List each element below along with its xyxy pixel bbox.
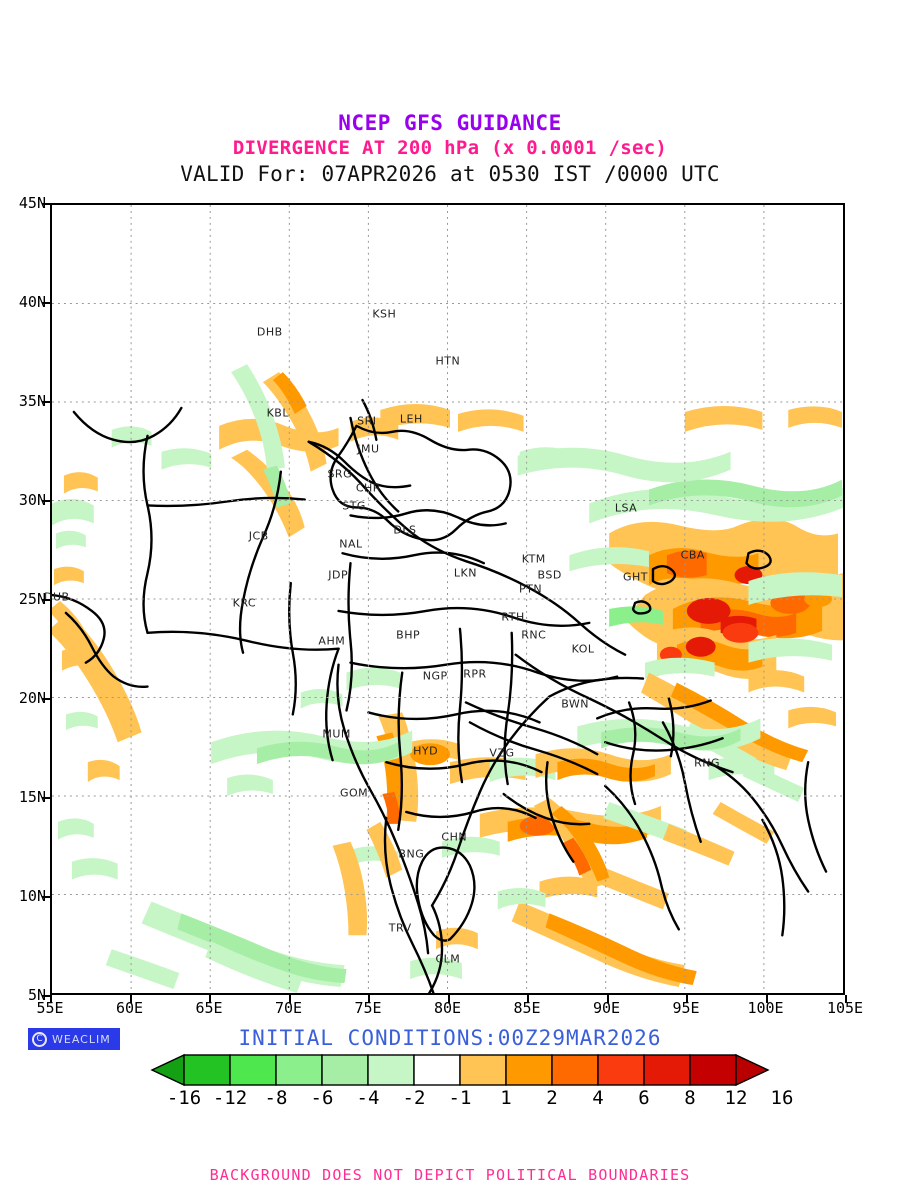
colorbar-tick-label: 16 bbox=[770, 1087, 794, 1109]
colorbar-over-arrow bbox=[735, 1053, 770, 1087]
x-tick-mark bbox=[527, 995, 529, 1003]
page-subtitle: DIVERGENCE AT 200 hPa (x 0.0001 /sec) bbox=[232, 137, 668, 159]
y-tick-label: 5N bbox=[27, 986, 46, 1004]
colorbar-tick-label: -16 bbox=[166, 1087, 202, 1109]
colorbar-segment bbox=[459, 1054, 507, 1086]
colorbar-labels: -16 -12 -8 -6 -4 -2 -1 1 2 4 6 8 12 16 bbox=[150, 1087, 794, 1113]
colorbar-segment bbox=[689, 1054, 737, 1086]
colorbar-tick-label: 1 bbox=[500, 1087, 512, 1109]
coastline-layer bbox=[52, 398, 828, 993]
y-tick-mark bbox=[42, 599, 50, 601]
x-tick-label: 75E bbox=[354, 999, 382, 1017]
logo-label: WEACLIM bbox=[52, 1032, 111, 1046]
y-tick-label: 15N bbox=[18, 788, 46, 806]
x-tick-mark bbox=[209, 995, 211, 1003]
y-tick-mark bbox=[42, 500, 50, 502]
map-canvas bbox=[52, 205, 843, 993]
x-tick-label: 55E bbox=[36, 999, 64, 1017]
y-tick-label: 25N bbox=[18, 590, 46, 608]
colorbar-tick-label: 2 bbox=[546, 1087, 558, 1109]
y-tick-mark bbox=[42, 995, 50, 997]
colorbar-tick-label: -8 bbox=[264, 1087, 288, 1109]
x-tick-label: 95E bbox=[672, 999, 700, 1017]
x-tick-label: 60E bbox=[115, 999, 144, 1017]
colorbar-swatches bbox=[150, 1053, 770, 1087]
colorbar-segment bbox=[505, 1054, 553, 1086]
colorbar-tick-label: -6 bbox=[310, 1087, 334, 1109]
colorbar-segment bbox=[275, 1054, 323, 1086]
colorbar-tick-label: 4 bbox=[592, 1087, 604, 1109]
page-title: NCEP GFS GUIDANCE bbox=[338, 111, 562, 135]
divergence-field bbox=[52, 364, 843, 993]
x-tick-mark bbox=[447, 995, 450, 1003]
colorbar-segment bbox=[413, 1054, 461, 1086]
colorbar-tick-label: -2 bbox=[402, 1087, 426, 1109]
colorbar-segment bbox=[643, 1054, 691, 1086]
x-tick-label: 105E bbox=[826, 999, 864, 1017]
x-tick-label: 90E bbox=[592, 999, 621, 1017]
colorbar-segment bbox=[229, 1054, 277, 1086]
map-plot-area[interactable]: DHB KSH HTN KBL SRI LEH JMU SRG CHR STG DLS NAL JCB J… bbox=[44, 203, 845, 995]
y-tick-mark bbox=[42, 203, 50, 205]
x-tick-mark bbox=[129, 995, 132, 1003]
y-tick-label: 40N bbox=[18, 293, 46, 311]
colorbar-tick-label: -4 bbox=[356, 1087, 380, 1109]
colorbar-segment bbox=[183, 1054, 231, 1086]
colorbar-tick-label: 6 bbox=[638, 1087, 650, 1109]
y-tick-label: 10N bbox=[18, 887, 46, 905]
x-tick-mark bbox=[368, 995, 370, 1003]
initial-conditions-text: INITIAL CONDITIONS:00Z29MAR2026 bbox=[238, 1026, 662, 1050]
y-tick-mark bbox=[42, 797, 50, 799]
y-tick-mark bbox=[42, 896, 50, 898]
x-tick-label: 85E bbox=[513, 999, 541, 1017]
y-tick-label: 35N bbox=[18, 392, 46, 410]
y-tick-label: 45N bbox=[18, 194, 46, 212]
x-tick-mark bbox=[50, 995, 52, 1003]
header-block: NCEP GFS GUIDANCE DIVERGENCE AT 200 hPa … bbox=[0, 110, 900, 188]
x-tick-label: 65E bbox=[195, 999, 223, 1017]
x-tick-label: 70E bbox=[274, 999, 303, 1017]
x-tick-mark bbox=[765, 995, 768, 1003]
y-tick-mark bbox=[42, 302, 50, 304]
colorbar-under-arrow bbox=[150, 1053, 185, 1087]
colorbar-tick-label: 8 bbox=[684, 1087, 696, 1109]
x-tick-label: 80E bbox=[433, 999, 462, 1017]
gridlines bbox=[52, 205, 843, 993]
colorbar-tick-label: -1 bbox=[448, 1087, 472, 1109]
copyright-icon: C bbox=[32, 1031, 47, 1047]
weaclim-logo[interactable]: C WEACLIM bbox=[28, 1028, 120, 1050]
x-tick-mark bbox=[288, 995, 291, 1003]
valid-time-line: VALID For: 07APR2026 at 0530 IST /0000 U… bbox=[180, 162, 720, 186]
colorbar[interactable]: -16 -12 -8 -6 -4 -2 -1 1 2 4 6 8 12 16 bbox=[150, 1053, 794, 1113]
colorbar-tick-label: -12 bbox=[212, 1087, 248, 1109]
colorbar-segment bbox=[551, 1054, 599, 1086]
colorbar-segment bbox=[321, 1054, 369, 1086]
colorbar-segment bbox=[597, 1054, 645, 1086]
x-tick-mark bbox=[686, 995, 688, 1003]
y-tick-label: 30N bbox=[18, 491, 46, 509]
y-tick-label: 20N bbox=[18, 689, 46, 707]
y-tick-mark bbox=[42, 698, 50, 700]
x-tick-mark bbox=[845, 995, 847, 1003]
x-tick-label: 100E bbox=[747, 999, 784, 1017]
colorbar-segment bbox=[367, 1054, 415, 1086]
footer-disclaimer: BACKGROUND DOES NOT DEPICT POLITICAL BOU… bbox=[209, 1166, 691, 1184]
y-tick-mark bbox=[42, 401, 50, 403]
colorbar-tick-label: 12 bbox=[724, 1087, 748, 1109]
x-tick-mark bbox=[606, 995, 609, 1003]
